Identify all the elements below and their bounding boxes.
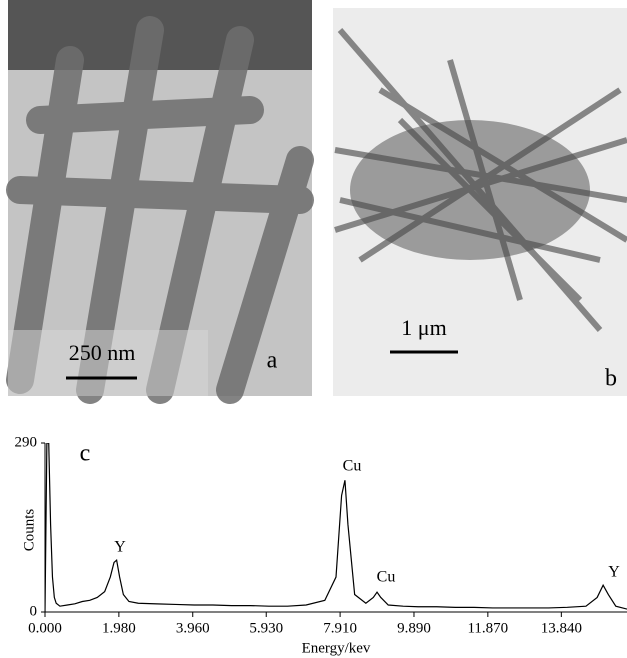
x-axis-label: Energy/kev — [302, 640, 371, 656]
x-tick-label: 7.910 — [323, 620, 357, 636]
scale-label: 1 μm — [401, 315, 446, 340]
page: 250 nm a 1 μm b c Energy/kev Counts Y Cu… — [0, 0, 627, 658]
panel-letter: b — [605, 366, 617, 392]
tem-image-b — [333, 8, 627, 396]
x-tick-label: 0.000 — [28, 620, 62, 636]
x-tick-label: 1.980 — [102, 620, 136, 636]
x-tick-label: 13.840 — [541, 620, 582, 636]
peak-label: Cu — [343, 458, 362, 475]
x-tick-label: 5.930 — [249, 620, 283, 636]
x-tick-label: 9.890 — [397, 620, 431, 636]
scale-label: 250 nm — [69, 340, 136, 365]
y-tick-label: 0 — [30, 603, 38, 619]
peak-label: Cu — [377, 569, 396, 586]
peak-label: Y — [608, 564, 620, 581]
peak-label: Y — [114, 539, 126, 556]
panel-letter: c — [80, 441, 91, 467]
y-axis-label: Counts — [21, 509, 37, 552]
figure: 250 nm a 1 μm b c Energy/kev Counts Y Cu… — [0, 0, 627, 658]
tem-image-a — [8, 0, 312, 396]
x-tick-label: 11.870 — [467, 620, 508, 636]
y-tick-label: 290 — [15, 434, 38, 450]
panel-letter: a — [267, 348, 278, 374]
spectrum-line — [45, 443, 627, 612]
x-tick-label: 3.960 — [176, 620, 210, 636]
